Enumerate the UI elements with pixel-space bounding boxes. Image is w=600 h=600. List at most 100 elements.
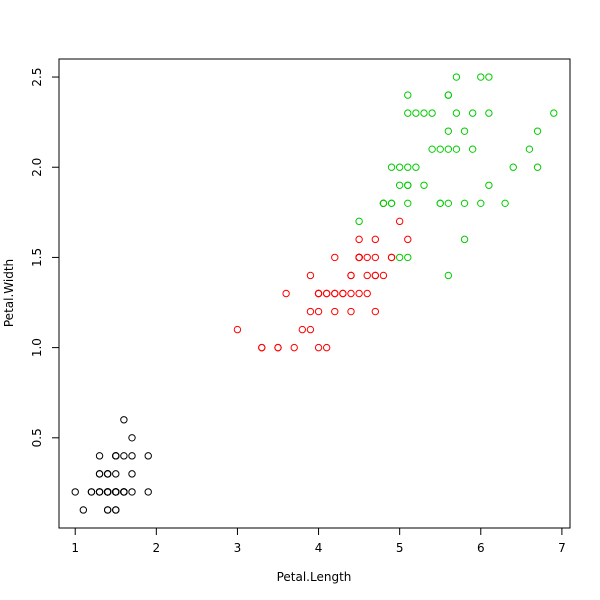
data-point-series-2 [274,343,282,352]
data-point-series-2 [314,343,323,352]
data-point-series-1 [95,452,104,460]
data-point-series-3 [485,73,493,81]
data-point-series-3 [533,127,542,135]
data-point-series-3 [452,73,461,81]
data-point-series-3 [420,109,428,117]
x-tick-label: 2 [153,541,161,555]
data-point-series-2 [371,271,380,280]
x-axis-label: Petal.Length [277,570,352,584]
data-point-series-2 [306,271,315,280]
data-point-series-2 [371,235,380,244]
data-point-series-1 [112,488,120,496]
data-point-series-3 [379,199,388,208]
y-tick-label: 1.0 [30,338,44,357]
data-point-series-1 [112,452,120,460]
data-point-series-1 [103,488,112,496]
data-point-series-1 [144,488,152,496]
data-point-series-2 [387,253,396,262]
data-point-series-2 [331,307,339,316]
data-point-series-3 [460,235,469,244]
y-tick-label: 2.5 [30,67,44,86]
data-point-series-2 [363,289,371,298]
data-point-series-1 [95,470,104,478]
data-point-series-3 [428,109,436,117]
data-point-series-3 [501,199,509,208]
y-tick-label: 1.5 [30,248,44,267]
data-point-series-2 [379,271,388,280]
data-point-series-1 [144,452,152,460]
data-point-series-1 [128,470,136,478]
data-point-series-2 [233,325,242,334]
data-point-series-1 [128,452,136,460]
data-point-series-3 [404,91,412,99]
data-point-series-2 [314,289,323,298]
y-axis-label: Petal.Width [2,259,16,327]
data-point-series-2 [347,289,355,298]
data-point-series-1 [87,488,96,496]
data-point-series-1 [120,416,128,424]
data-point-series-3 [550,109,558,117]
data-point-series-2 [371,307,380,316]
data-point-series-3 [444,199,453,208]
data-point-series-2 [298,325,307,334]
data-point-series-3 [444,145,453,153]
data-point-series-3 [477,73,485,81]
data-point-series-3 [509,163,517,171]
y-tick-label: 2.0 [30,158,44,177]
data-point-series-3 [525,145,534,153]
data-point-series-2 [363,253,371,262]
data-point-series-3 [404,253,412,262]
x-tick-label: 3 [234,541,242,555]
data-point-series-3 [485,181,493,189]
data-point-series-3 [412,109,420,117]
data-point-series-2 [282,289,290,298]
data-point-series-3 [468,109,477,117]
data-point-series-3 [436,199,444,208]
data-point-series-2 [258,343,266,352]
data-point-series-3 [404,163,412,171]
data-point-series-1 [79,506,88,514]
data-point-series-3 [436,145,444,153]
data-point-series-2 [363,271,371,280]
data-point-series-3 [460,127,469,135]
data-point-series-1 [128,434,136,442]
x-tick-label: 4 [315,541,323,555]
data-point-series-3 [404,181,412,189]
data-point-series-3 [404,109,412,117]
data-point-series-1 [71,488,79,496]
data-point-series-3 [444,91,453,99]
data-point-series-2 [306,325,315,334]
data-point-series-2 [331,253,339,262]
x-tick-label: 5 [396,541,404,555]
data-point-series-3 [395,253,404,262]
data-point-series-1 [112,470,120,478]
y-axis: 0.5 1.0 1.5 2.0 2.5 [30,67,60,447]
data-point-series-2 [339,289,347,298]
data-point-series-3 [468,145,477,153]
data-point-series-2 [290,343,298,352]
data-point-series-3 [355,217,363,226]
data-point-series-3 [452,109,461,117]
data-point-series-3 [477,199,485,208]
data-point-series-2 [404,235,412,244]
data-point-series-1 [112,506,120,514]
data-point-series-2 [347,271,355,280]
data-point-series-2 [331,289,339,298]
data-point-series-3 [428,145,436,153]
data-point-series-3 [460,199,469,208]
data-point-series-3 [387,199,396,208]
y-tick-label: 0.5 [30,428,44,447]
data-point-series-2 [306,307,315,316]
data-point-series-2 [355,235,363,244]
data-point-series-1 [103,506,112,514]
data-point-series-2 [322,343,331,352]
data-point-series-2 [355,289,363,298]
data-point-series-3 [533,163,542,171]
data-point-series-3 [395,163,404,171]
data-points [71,73,558,514]
data-point-series-2 [347,307,355,316]
data-point-series-3 [387,163,396,171]
x-axis: 1 2 3 4 5 6 7 [71,527,566,555]
